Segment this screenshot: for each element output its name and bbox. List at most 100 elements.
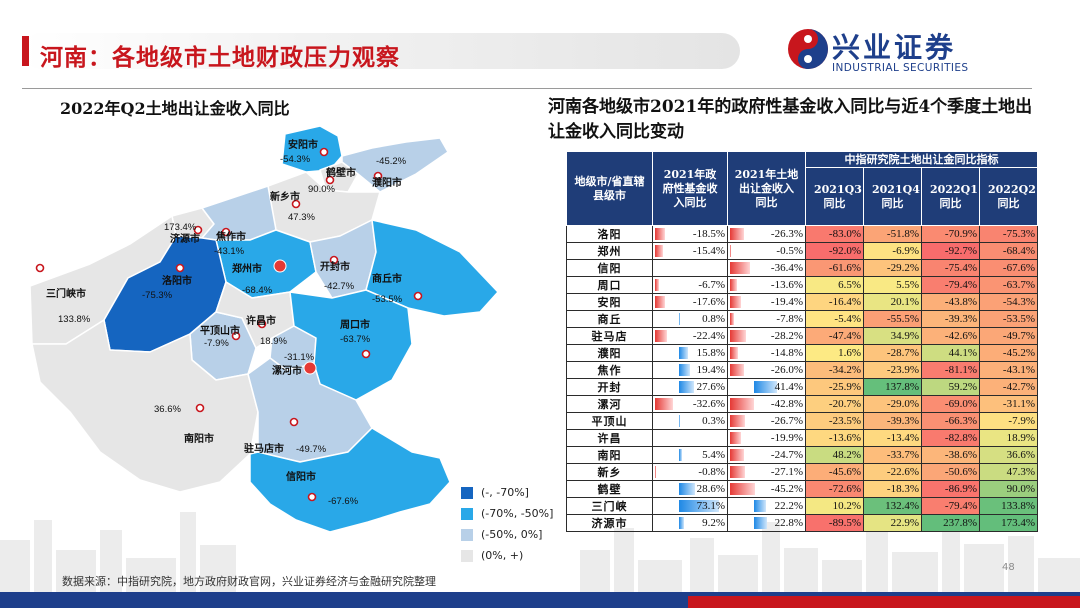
legend-item: (-, -70%] [461, 482, 553, 503]
map-label-puyang-value: -45.2% [376, 156, 407, 167]
land-cell-bar [730, 347, 739, 359]
quarter-cell: -61.6% [805, 259, 864, 277]
header-land: 2021年土地出让金收入同比 [727, 151, 806, 226]
quarter-cell: -75.3% [979, 225, 1038, 243]
quarter-cell: -53.5% [979, 310, 1038, 328]
quarter-cell: -29.0% [863, 395, 922, 413]
legend-swatch [461, 549, 473, 562]
quarter-cell: 133.8% [979, 497, 1038, 515]
quarter-cell: -13.4% [863, 429, 922, 447]
land-cell-value: 22.8% [774, 517, 803, 529]
land-cell: -36.4% [727, 259, 806, 277]
region-xinyang [249, 427, 451, 533]
title-accent-bar [22, 36, 29, 66]
land-cell-bar [754, 381, 777, 393]
gov-fund-cell-value: -32.6% [692, 398, 725, 410]
land-cell-bar [730, 364, 745, 376]
quarter-cell: -28.7% [863, 344, 922, 362]
map-title: 2022年Q2土地出让金收入同比 [60, 99, 290, 118]
land-cell: -26.0% [727, 361, 806, 379]
gov-fund-cell-value: 73.1% [696, 500, 725, 512]
quarter-cell: 5.5% [863, 276, 922, 294]
map-label-zhengzhou-value: -68.4% [242, 285, 273, 296]
header-city: 地级市/省直辖县级市 [566, 151, 653, 226]
quarter-cell: -55.5% [863, 310, 922, 328]
quarter-cell: 20.1% [863, 293, 922, 311]
gov-fund-cell: 28.6% [652, 480, 728, 498]
map-label-jiyuan-value: 173.4% [164, 222, 197, 233]
gov-fund-cell-bar [655, 245, 664, 257]
data-table: 地级市/省直辖县级市 2021年政府性基金收入同比 2021年土地出让金收入同比… [566, 151, 1038, 532]
quarter-cell: -16.4% [805, 293, 864, 311]
land-cell-value: -13.6% [770, 279, 803, 291]
gov-fund-cell-bar [655, 398, 673, 410]
map-label-sanmenxia-value: 133.8% [58, 314, 91, 325]
gov-fund-cell-value: -6.7% [698, 279, 725, 291]
map-label-nanyang-value: 36.6% [154, 404, 181, 415]
quarter-cell: 48.2% [805, 446, 864, 464]
land-cell: -19.9% [727, 429, 806, 447]
quarter-cell: -42.6% [921, 327, 980, 345]
quarter-cell: -6.9% [863, 242, 922, 260]
map-label-hebi-value: 90.0% [308, 184, 335, 195]
header-divider [22, 88, 1032, 89]
map-label-xinyang-value: -67.6% [328, 496, 359, 507]
map-label-anyang-value: -54.3% [280, 154, 311, 165]
quarter-cell: -72.6% [805, 480, 864, 498]
logo-text-en: INDUSTRIAL SECURITIES [832, 62, 969, 74]
map-label-zhoukou-name: 周口市 [340, 318, 370, 331]
header-quarter: 2021Q3同比 [805, 167, 864, 226]
gov-fund-cell-bar [655, 296, 665, 308]
quarter-cell: -39.3% [921, 310, 980, 328]
map-label-jiyuan-name: 济源市 [170, 232, 200, 245]
region-anyang [281, 125, 343, 173]
map-label-luohe-value: -31.1% [284, 352, 315, 363]
quarter-cell: 237.8% [921, 514, 980, 532]
gov-fund-cell [652, 429, 728, 447]
land-cell: -19.4% [727, 293, 806, 311]
gov-fund-cell-value: 0.3% [702, 415, 725, 427]
header-quarter: 2022Q1同比 [921, 167, 980, 226]
quarter-cell: -29.2% [863, 259, 922, 277]
header-quarter: 2021Q4同比 [863, 167, 922, 226]
map-label-pingdingshan-value: -7.9% [204, 338, 229, 349]
quarter-cell: 10.2% [805, 497, 864, 515]
land-cell-value: -19.4% [770, 296, 803, 308]
header-group: 中指研究院土地出让金同比指标 [805, 151, 1038, 168]
land-cell-bar [730, 279, 738, 291]
quarter-cell: -31.1% [979, 395, 1038, 413]
land-cell-value: -24.7% [770, 449, 803, 461]
quarter-cell: -75.4% [921, 259, 980, 277]
land-cell-value: -28.2% [770, 330, 803, 342]
quarter-cell: -45.6% [805, 463, 864, 481]
legend-swatch [461, 528, 473, 541]
quarter-cell: -22.6% [863, 463, 922, 481]
row-city: 开封 [566, 378, 653, 396]
table-row: 焦作 19.4% -26.0% -34.2% -23.9% -81.1% -43.1% [566, 361, 1038, 379]
table-row: 洛阳 -18.5% -26.3% -83.0% -51.8% -70.9% -75.3% [566, 225, 1038, 243]
quarter-cell: -50.6% [921, 463, 980, 481]
land-cell-value: -26.3% [770, 228, 803, 240]
map-label-zhumadian-value: -49.7% [296, 444, 327, 455]
land-cell-bar [730, 398, 754, 410]
table-row: 新乡 -0.8% -27.1% -45.6% -22.6% -50.6% 47.3% [566, 463, 1038, 481]
gov-fund-cell-value: 28.6% [696, 483, 725, 495]
quarter-cell: -23.9% [863, 361, 922, 379]
zhengzhou-marker-icon [273, 259, 287, 273]
gov-fund-cell-bar [679, 364, 690, 376]
quarter-cell: -33.7% [863, 446, 922, 464]
gov-fund-cell-value: 5.4% [702, 449, 725, 461]
quarter-cell: 34.9% [863, 327, 922, 345]
land-cell-bar [730, 245, 731, 257]
land-cell: 41.4% [727, 378, 806, 396]
map-label-kaifeng-value: -42.7% [324, 281, 355, 292]
land-cell-value: -26.7% [770, 415, 803, 427]
region-zhumadian [247, 357, 373, 463]
quarter-cell: 90.0% [979, 480, 1038, 498]
legend-label: (-, -70%] [481, 486, 529, 499]
gov-fund-cell-bar [679, 381, 695, 393]
gov-fund-cell-bar [655, 466, 656, 478]
gov-fund-cell-bar [679, 449, 682, 461]
map-label-kaifeng-name: 开封市 [320, 260, 350, 273]
quarter-cell: -79.4% [921, 276, 980, 294]
